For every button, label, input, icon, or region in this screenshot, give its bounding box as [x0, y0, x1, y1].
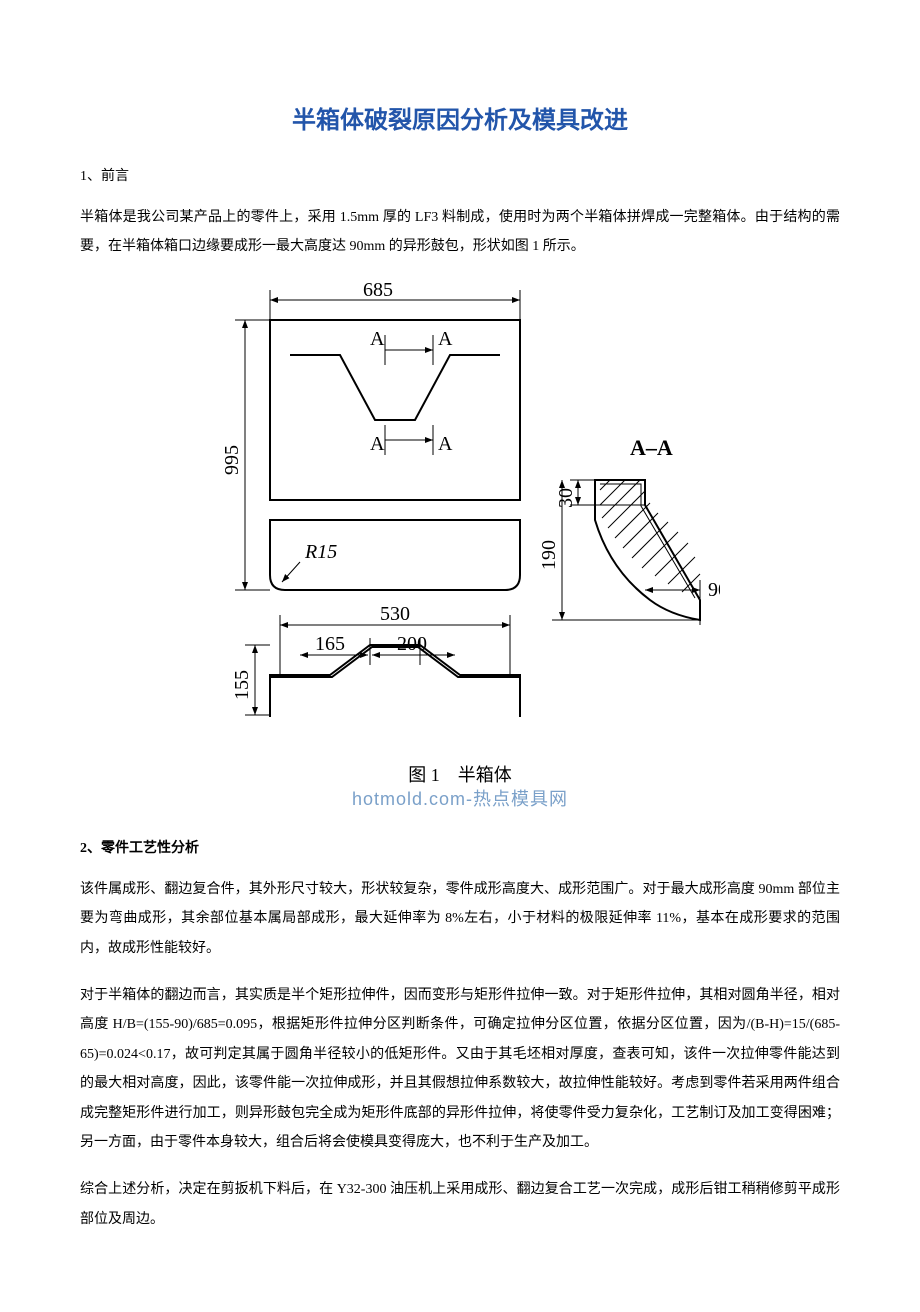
- section-mark-a2: A: [438, 328, 453, 350]
- section-mark-a4: A: [438, 433, 453, 455]
- section-2-paragraph-1: 该件属成形、翻边复合件，其外形尺寸较大，形状较复杂，零件成形高度大、成形范围广。…: [80, 875, 840, 963]
- intro-paragraph: 半箱体是我公司某产品上的零件上，采用 1.5mm 厚的 LF3 料制成，使用时为…: [80, 203, 840, 262]
- dim-530: 530: [380, 603, 410, 625]
- dim-165: 165: [315, 633, 345, 655]
- dim-90: 90: [708, 579, 720, 601]
- section-2-paragraph-2: 对于半箱体的翻边而言，其实质是半个矩形拉伸件，因而变形与矩形件拉伸一致。对于矩形…: [80, 981, 840, 1157]
- figure-1-diagram: A A A A 685 995 R15: [200, 280, 720, 755]
- half-box-diagram-svg: A A A A 685 995 R15: [200, 280, 720, 750]
- figure-watermark: hotmold.com-热点模具网: [80, 785, 840, 811]
- page: 半箱体破裂原因分析及模具改进 1、前言 半箱体是我公司某产品上的零件上，采用 1…: [0, 0, 920, 1312]
- figure-1-wrap: A A A A 685 995 R15: [80, 280, 840, 811]
- section-aa-label: A–A: [630, 435, 673, 460]
- dim-190: 190: [538, 540, 560, 570]
- dim-30: 30: [555, 488, 577, 508]
- document-title: 半箱体破裂原因分析及模具改进: [80, 100, 840, 135]
- section-mark-a3: A: [370, 433, 385, 455]
- section-2-heading: 2、零件工艺性分析: [80, 837, 840, 857]
- section-2-paragraph-3: 综合上述分析，决定在剪扳机下料后，在 Y32-300 油压机上采用成形、翻边复合…: [80, 1175, 840, 1234]
- section-1-heading: 1、前言: [80, 165, 840, 185]
- dim-685: 685: [363, 280, 393, 301]
- dim-155: 155: [231, 670, 253, 700]
- dim-r15: R15: [304, 541, 337, 563]
- section-mark-a1: A: [370, 328, 385, 350]
- dim-200: 200: [397, 633, 427, 655]
- dim-995: 995: [221, 445, 243, 475]
- figure-1-caption: 图 1 半箱体: [80, 761, 840, 787]
